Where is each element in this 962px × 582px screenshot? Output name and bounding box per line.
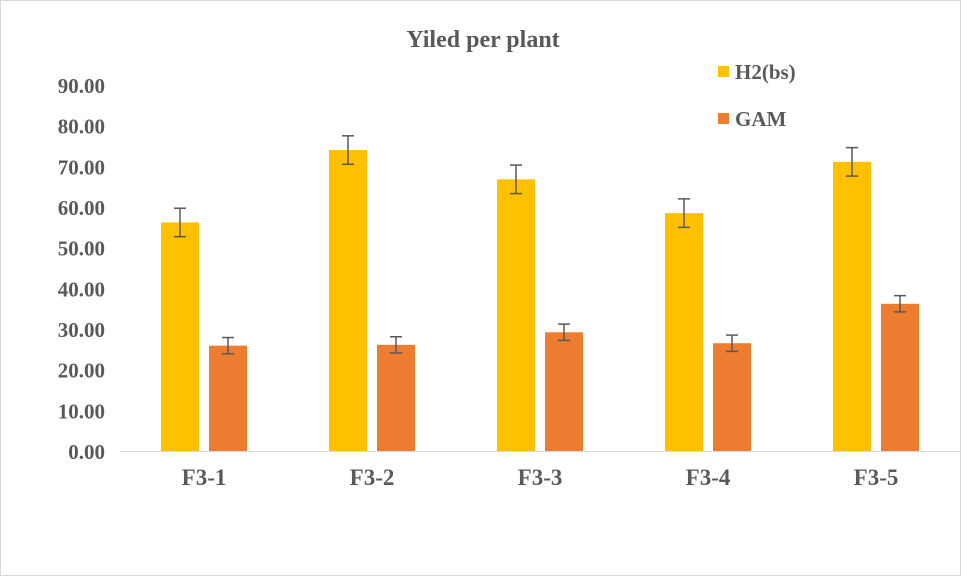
y-tick-label: 0.00 — [68, 440, 105, 464]
bar-f3-1-gam — [209, 345, 247, 451]
x-axis: F3-1 F3-2 F3-3 F3-4 F3-5 — [120, 451, 960, 490]
y-tick-label: 90.00 — [58, 74, 105, 98]
x-tick-label: F3-4 — [686, 465, 731, 490]
y-tick-label: 40.00 — [58, 277, 105, 301]
error-bar — [174, 207, 186, 238]
bar-series-group — [161, 135, 919, 452]
bar-f3-5-gam — [881, 303, 919, 451]
x-tick-label: F3-5 — [854, 465, 899, 490]
legend-item: GAM — [718, 107, 787, 131]
chart-title: Yiled per plant — [406, 27, 559, 53]
x-tick-label: F3-3 — [518, 465, 563, 490]
y-axis: 0.00 10.00 20.00 30.00 40.00 50.00 60.00 70.00 8… — [58, 74, 105, 464]
legend-swatch — [718, 66, 729, 77]
error-bar — [678, 198, 690, 229]
bar-f3-1-h2bs — [161, 222, 199, 451]
x-tick-label: F3-2 — [350, 465, 395, 490]
legend-label: H2(bs) — [735, 60, 796, 84]
error-bar — [510, 164, 522, 195]
legend: H2(bs) GAM — [718, 60, 796, 131]
bar-f3-3-h2bs — [497, 179, 535, 451]
bar-f3-2-h2bs — [329, 150, 367, 452]
bar-f3-5-h2bs — [833, 161, 871, 452]
error-bar — [894, 294, 906, 313]
y-tick-label: 70.00 — [58, 155, 105, 179]
y-tick-label: 20.00 — [58, 359, 105, 383]
bar-f3-4-gam — [713, 343, 751, 451]
legend-swatch — [718, 113, 729, 124]
x-tick-label: F3-1 — [182, 465, 227, 490]
error-bar — [558, 323, 570, 342]
error-bar — [222, 336, 234, 355]
y-tick-label: 80.00 — [58, 115, 105, 139]
error-bar — [726, 334, 738, 353]
bar-f3-2-gam — [377, 344, 415, 451]
legend-item: H2(bs) — [718, 60, 796, 84]
error-bar — [342, 135, 354, 166]
error-bar — [846, 146, 858, 177]
bar-f3-3-gam — [545, 332, 583, 451]
y-tick-label: 10.00 — [58, 399, 105, 423]
bar-f3-4-h2bs — [665, 213, 703, 451]
y-tick-label: 30.00 — [58, 318, 105, 342]
error-bar — [390, 335, 402, 354]
y-tick-label: 60.00 — [58, 196, 105, 220]
y-tick-label: 50.00 — [58, 237, 105, 261]
legend-label: GAM — [735, 107, 787, 131]
